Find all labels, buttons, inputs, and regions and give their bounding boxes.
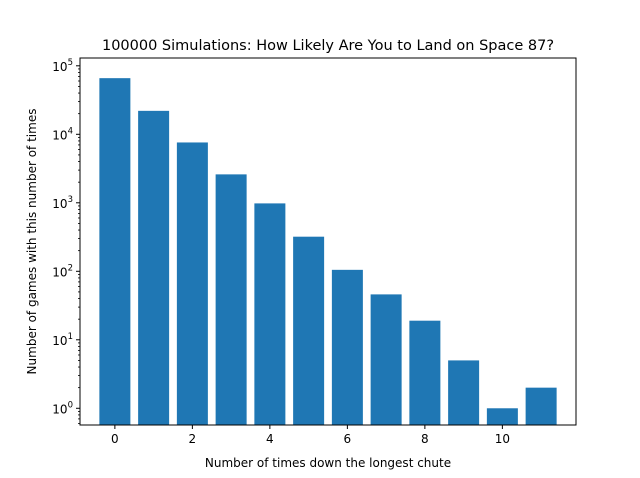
bar-11 [525,387,557,425]
bar-3 [215,174,247,425]
bar-0 [99,78,131,425]
x-tick-label: 6 [344,432,352,446]
chart-title: 100000 Simulations: How Likely Are You t… [102,38,554,54]
bar-2 [176,142,208,425]
bar-6 [331,269,363,425]
bar-9 [448,360,480,425]
bar-7 [370,294,402,425]
x-tick-label: 4 [266,432,274,446]
bar-8 [409,320,441,425]
bar-1 [138,110,170,425]
x-axis-ticks: 0 2 4 6 8 10 [111,425,510,446]
axes-frame [79,57,577,426]
y-tick-label: 104 [52,126,73,142]
bar-4 [254,203,286,425]
y-tick-label: 105 [52,58,73,74]
x-tick-label: 10 [495,432,510,446]
y-tick-label: 101 [52,332,73,348]
y-tick-label: 102 [52,263,73,279]
x-tick-label: 8 [421,432,429,446]
bar-10 [486,408,518,425]
y-tick-label: 103 [52,195,73,211]
bar-5 [293,236,325,425]
x-axis-label: Number of times down the longest chute [205,456,451,470]
y-tick-label: 100 [52,400,73,416]
x-tick-label: 0 [111,432,119,446]
y-axis-label: Number of games with this number of time… [25,109,39,375]
bars-group [99,78,557,425]
y-axis-ticks: 100 101 102 103 104 105 [52,58,80,424]
x-tick-label: 2 [189,432,197,446]
